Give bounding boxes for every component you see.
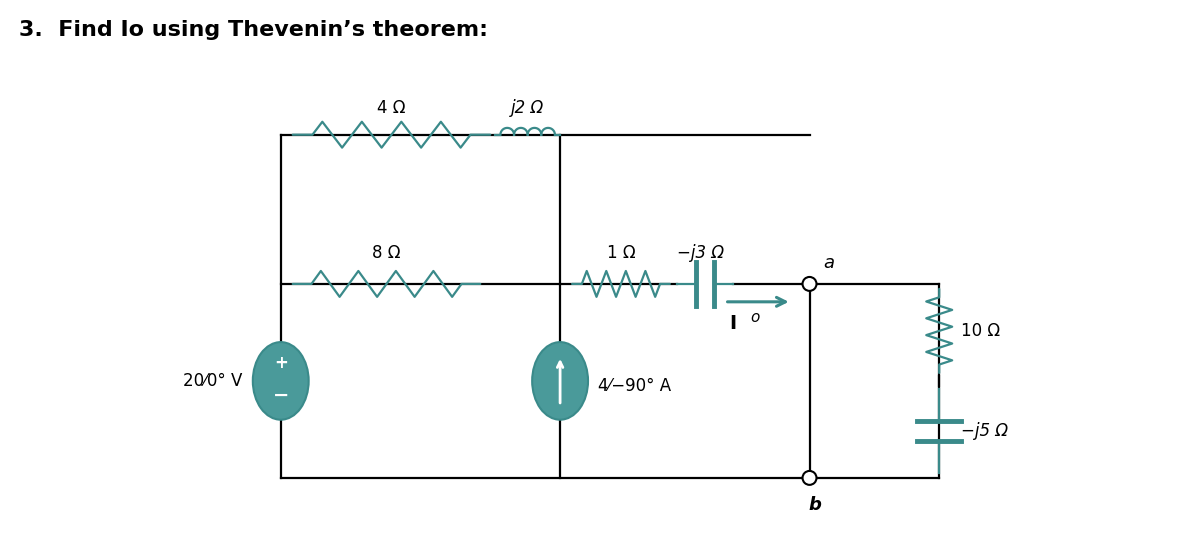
Text: 1 Ω: 1 Ω xyxy=(607,244,635,262)
Text: 8 Ω: 8 Ω xyxy=(372,244,401,262)
Ellipse shape xyxy=(253,342,308,420)
Circle shape xyxy=(803,471,816,485)
Text: 3.  Find Io using Thevenin’s theorem:: 3. Find Io using Thevenin’s theorem: xyxy=(19,20,488,40)
Text: +: + xyxy=(274,354,288,372)
Text: a: a xyxy=(823,254,834,272)
Text: o: o xyxy=(751,310,760,325)
Text: 20⁄0° V: 20⁄0° V xyxy=(184,372,242,390)
Text: −j5 Ω: −j5 Ω xyxy=(961,422,1008,440)
Ellipse shape xyxy=(532,342,588,420)
Text: −: − xyxy=(272,386,289,405)
Text: −j3 Ω: −j3 Ω xyxy=(677,244,724,262)
Text: 4⁄−90° A: 4⁄−90° A xyxy=(598,377,671,395)
Text: I: I xyxy=(730,314,737,333)
Text: 4 Ω: 4 Ω xyxy=(377,99,406,117)
Text: j2 Ω: j2 Ω xyxy=(511,99,545,117)
Text: 10 Ω: 10 Ω xyxy=(961,322,1001,340)
Text: b: b xyxy=(808,496,821,514)
Circle shape xyxy=(803,277,816,291)
